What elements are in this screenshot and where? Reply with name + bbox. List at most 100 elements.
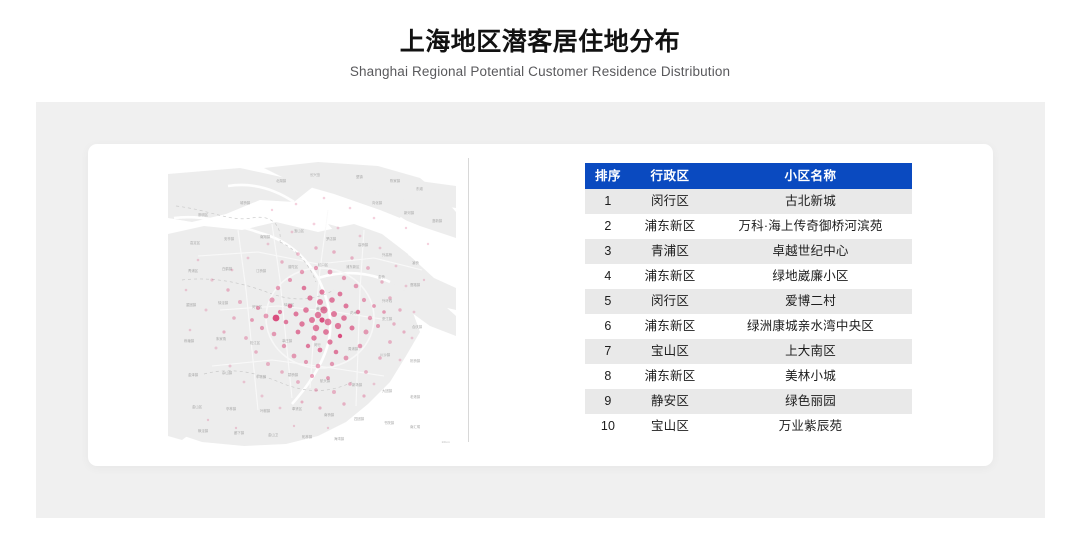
svg-text:航头镇: 航头镇	[320, 378, 331, 383]
svg-text:花木: 花木	[350, 310, 357, 315]
svg-text:曹路镇: 曹路镇	[410, 282, 421, 287]
page-subtitle: Shanghai Regional Potential Customer Res…	[349, 64, 731, 79]
svg-text:周浦镇: 周浦镇	[348, 346, 359, 351]
svg-text:竖新镇: 竖新镇	[432, 218, 443, 223]
column-header-district[interactable]: 行政区	[631, 163, 709, 189]
content-card: 崇明区 城桥镇 北湖镇 长兴岛 堡镇 陈家镇 东滩 向化镇 新河镇 竖新镇 嘉定区 安亭镇 …	[88, 144, 993, 466]
cell-district: 宝山区	[650, 419, 690, 433]
ranking-table: 排序 行政区 小区名称 1 闵行区 古北新城 2 浦东新区 万科·海上传奇御桥河…	[585, 163, 912, 439]
svg-text:重固镇: 重固镇	[186, 302, 197, 307]
svg-text:安亭镇: 安亭镇	[224, 236, 235, 241]
column-header-community[interactable]: 小区名称	[709, 163, 912, 189]
svg-text:老港镇: 老港镇	[410, 394, 421, 399]
svg-text:城桥镇: 城桥镇	[240, 200, 251, 205]
table-row[interactable]: 5 闵行区 爱博二村	[585, 289, 912, 314]
svg-text:柘林镇: 柘林镇	[302, 434, 313, 439]
svg-text:北湖镇: 北湖镇	[276, 178, 287, 183]
svg-text:东滩: 东滩	[416, 186, 423, 191]
cell-district: 静安区	[650, 394, 690, 408]
svg-text:闵行区: 闵行区	[252, 304, 263, 309]
svg-text:高桥镇: 高桥镇	[358, 242, 369, 247]
svg-text:白鹤镇: 白鹤镇	[222, 266, 233, 271]
svg-text:亭林镇: 亭林镇	[226, 406, 237, 411]
svg-text:金桥: 金桥	[378, 274, 385, 279]
svg-text:祝桥镇: 祝桥镇	[410, 358, 421, 363]
svg-text:廊下镇: 廊下镇	[234, 430, 245, 435]
cell-district: 宝山区	[650, 344, 690, 358]
cell-community: 卓越世纪中心	[772, 244, 849, 258]
svg-text:书院镇: 书院镇	[384, 420, 395, 425]
table-row[interactable]: 10 宝山区 万业紫辰苑	[585, 414, 912, 439]
svg-text:张江镇: 张江镇	[382, 316, 393, 321]
cell-community: 万业紫辰苑	[778, 419, 843, 433]
cell-rank: 3	[604, 244, 612, 258]
svg-text:江桥镇: 江桥镇	[256, 268, 267, 273]
svg-text:普陀区: 普陀区	[288, 264, 299, 269]
cell-district: 浦东新区	[644, 269, 696, 283]
svg-text:川沙镇: 川沙镇	[380, 352, 391, 357]
column-header-rank[interactable]: 排序	[585, 163, 631, 189]
ranking-table-container: 排序 行政区 小区名称 1 闵行区 古北新城 2 浦东新区 万科·海上传奇御桥河…	[585, 163, 912, 439]
svg-text:叶榭镇: 叶榭镇	[260, 408, 271, 413]
svg-text:新河镇: 新河镇	[404, 210, 415, 215]
page-title: 上海地区潜客居住地分布	[399, 28, 681, 56]
table-header-row: 排序 行政区 小区名称	[585, 163, 912, 189]
svg-text:南桥镇: 南桥镇	[324, 412, 335, 417]
svg-text:金山卫: 金山卫	[268, 432, 279, 437]
map-scale-label: 10km	[441, 440, 450, 444]
svg-text:长兴岛: 长兴岛	[310, 172, 321, 177]
cell-district: 青浦区	[650, 244, 690, 258]
cell-district: 浦东新区	[644, 219, 696, 233]
svg-text:凌桥: 凌桥	[412, 260, 419, 265]
svg-text:颛桥镇: 颛桥镇	[288, 372, 299, 377]
svg-text:新场镇: 新场镇	[352, 382, 363, 387]
svg-text:外高桥: 外高桥	[382, 252, 393, 257]
svg-text:大团镇: 大团镇	[382, 388, 393, 393]
cell-community: 绿地崴廉小区	[772, 269, 849, 283]
cell-community: 绿色丽园	[785, 394, 836, 408]
table-row[interactable]: 6 浦东新区 绿洲康城亲水湾中央区	[585, 314, 912, 339]
table-row[interactable]: 9 静安区 绿色丽园	[585, 389, 912, 414]
table-row[interactable]: 4 浦东新区 绿地崴廉小区	[585, 264, 912, 289]
svg-text:嘉定区: 嘉定区	[190, 240, 201, 245]
table-row[interactable]: 7 宝山区 上大南区	[585, 339, 912, 364]
cell-community: 爱博二村	[785, 294, 836, 308]
cell-community: 绿洲康城亲水湾中央区	[746, 319, 874, 333]
svg-text:闵行: 闵行	[314, 342, 321, 347]
svg-text:练塘镇: 练塘镇	[184, 338, 195, 343]
svg-text:向化镇: 向化镇	[372, 200, 383, 205]
page-header: 上海地区潜客居住地分布 Shanghai Regional Potential …	[0, 0, 1080, 96]
svg-text:枫泾镇: 枫泾镇	[198, 428, 209, 433]
svg-text:朱家角: 朱家角	[216, 336, 226, 341]
svg-text:金泽镇: 金泽镇	[188, 372, 199, 377]
cell-community: 古北新城	[785, 194, 836, 208]
svg-text:金山区: 金山区	[192, 404, 203, 409]
svg-text:罗店镇: 罗店镇	[326, 236, 337, 241]
table-row[interactable]: 2 浦东新区 万科·海上传奇御桥河滨苑	[585, 214, 912, 239]
svg-text:合庆镇: 合庆镇	[412, 324, 423, 329]
section-divider	[468, 158, 469, 442]
cell-rank: 8	[604, 369, 612, 383]
cell-rank: 5	[604, 294, 612, 308]
cell-community: 上大南区	[785, 344, 836, 358]
table-row[interactable]: 8 浦东新区 美林小城	[585, 364, 912, 389]
svg-text:海湾镇: 海湾镇	[334, 436, 345, 441]
svg-text:奉贤区: 奉贤区	[292, 406, 303, 411]
svg-text:堡镇: 堡镇	[356, 174, 363, 179]
svg-text:南翔镇: 南翔镇	[260, 234, 271, 239]
map-container[interactable]: 崇明区 城桥镇 北湖镇 长兴岛 堡镇 陈家镇 东滩 向化镇 新河镇 竖新镇 嘉定区 安亭镇 …	[168, 160, 456, 448]
cell-rank: 6	[604, 319, 612, 333]
table-row[interactable]: 1 闵行区 古北新城	[585, 189, 912, 214]
svg-text:虹口区: 虹口区	[318, 262, 329, 267]
table-row[interactable]: 3 青浦区 卓越世纪中心	[585, 239, 912, 264]
cell-district: 闵行区	[650, 294, 690, 308]
svg-text:外环线: 外环线	[382, 298, 393, 303]
svg-text:四团镇: 四团镇	[354, 416, 365, 421]
cell-rank: 2	[604, 219, 612, 233]
table-body: 1 闵行区 古北新城 2 浦东新区 万科·海上传奇御桥河滨苑 3 青浦区 卓越世…	[585, 189, 912, 439]
cell-rank: 10	[600, 419, 616, 433]
svg-text:莘庄镇: 莘庄镇	[282, 338, 293, 343]
cell-rank: 1	[604, 194, 612, 208]
cell-rank: 9	[604, 394, 612, 408]
